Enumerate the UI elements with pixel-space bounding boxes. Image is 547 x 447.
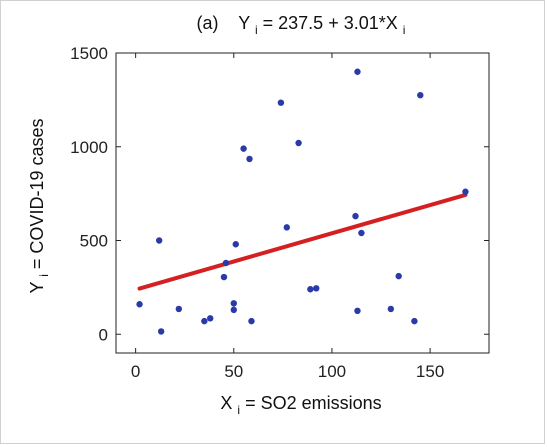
y-axis-label: Y i = COVID-19 cases: [27, 119, 52, 294]
ylabel-rest: = COVID-19 cases: [27, 119, 47, 270]
data-point: [232, 241, 239, 248]
x-tick-label: 100: [318, 362, 346, 381]
data-point: [354, 68, 361, 75]
chart-title: (a) Y i = 237.5 + 3.01*X i: [197, 13, 406, 38]
data-point: [230, 306, 237, 314]
y-tick-label: 1000: [70, 138, 108, 157]
scatter-points: [136, 68, 469, 335]
data-point: [246, 155, 253, 163]
data-point: [395, 272, 402, 280]
title-rhs-sub: i: [403, 23, 406, 37]
data-point: [157, 328, 165, 335]
data-point: [283, 224, 290, 231]
data-point: [352, 212, 359, 220]
data-point: [175, 305, 183, 313]
xlabel-var: X: [220, 393, 232, 413]
data-point: [201, 317, 208, 325]
x-tick-label: 150: [416, 362, 444, 381]
data-point: [313, 285, 320, 292]
data-point: [155, 237, 163, 244]
title-prefix: (a): [197, 13, 219, 33]
regression-line: [137, 192, 468, 291]
y-tick-label: 1500: [70, 44, 108, 63]
data-point: [358, 229, 365, 237]
data-point: [220, 273, 228, 281]
title-rhs: = 237.5 + 3.01*X: [263, 13, 398, 33]
regression-line-layer: [137, 192, 468, 291]
y-tick-label: 500: [80, 232, 108, 251]
data-point: [136, 301, 143, 308]
data-point: [354, 307, 361, 315]
x-tick-label: 0: [131, 362, 140, 381]
data-point: [417, 91, 424, 99]
data-point: [230, 300, 237, 307]
data-point: [411, 317, 418, 325]
y-tick-label: 0: [99, 325, 108, 344]
x-axis-label: X i = SO2 emissions: [220, 393, 381, 418]
data-point: [240, 145, 247, 152]
title-lhs-sub: i: [255, 23, 258, 37]
data-point: [462, 188, 469, 195]
plot-area: [115, 52, 490, 354]
data-point: [295, 139, 302, 147]
title-lhs: Y: [238, 13, 250, 33]
xlabel-rest: = SO2 emissions: [245, 393, 382, 413]
data-point: [387, 305, 395, 313]
data-point: [207, 315, 214, 322]
ylabel-sub: i: [37, 274, 51, 277]
ylabel-var: Y: [27, 281, 47, 293]
data-point: [248, 317, 255, 325]
data-point: [222, 259, 230, 267]
xlabel-sub: i: [237, 403, 240, 417]
data-point: [307, 286, 314, 293]
x-tick-label: 50: [224, 362, 243, 381]
data-point: [277, 99, 285, 106]
